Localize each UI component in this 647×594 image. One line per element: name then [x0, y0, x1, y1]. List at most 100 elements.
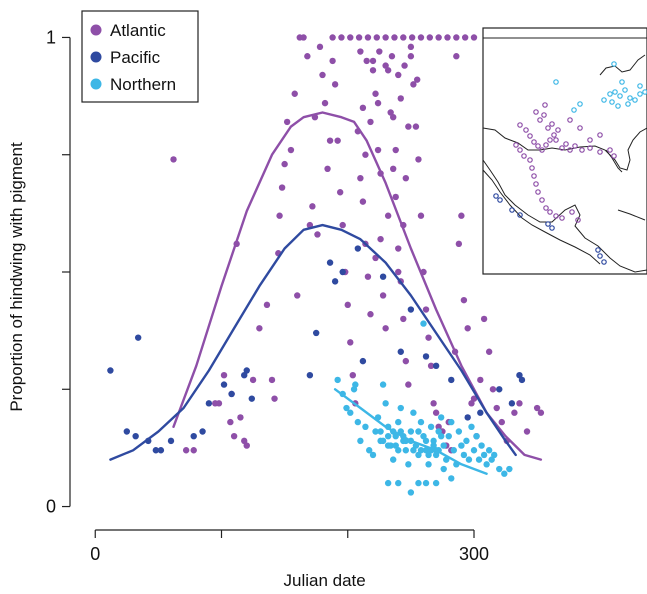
x-tick-label: 0	[90, 544, 100, 564]
point-pacific	[312, 329, 320, 337]
point-atlantic	[362, 151, 369, 158]
point-atlantic	[347, 339, 354, 346]
point-atlantic	[382, 34, 389, 41]
point-atlantic	[458, 212, 465, 219]
point-atlantic	[300, 34, 307, 41]
x-axis-title: Julian date	[284, 571, 366, 590]
point-northern	[437, 432, 445, 440]
point-atlantic	[377, 235, 384, 243]
inset-point-atlantic	[553, 137, 559, 143]
point-pacific	[422, 353, 430, 360]
inset-point-northern	[622, 87, 628, 93]
point-atlantic	[453, 34, 460, 41]
legend-marker-pacific	[90, 51, 102, 63]
point-atlantic	[278, 184, 286, 191]
inset-point-atlantic	[513, 142, 519, 148]
point-northern	[384, 432, 392, 440]
point-pacific	[123, 428, 131, 435]
point-northern	[410, 409, 417, 416]
inset-point-atlantic	[521, 153, 527, 159]
inset-point-pacific	[493, 193, 499, 199]
point-atlantic	[329, 34, 336, 41]
point-atlantic	[516, 400, 523, 407]
inset-point-atlantic	[535, 189, 541, 195]
point-pacific	[199, 428, 206, 435]
point-pacific	[516, 372, 523, 379]
point-atlantic	[294, 292, 301, 299]
point-atlantic	[427, 362, 435, 370]
inset-coastline-greatlakes	[599, 54, 646, 76]
point-atlantic	[400, 34, 407, 41]
legend-label-pacific: Pacific	[110, 48, 161, 67]
inset-point-northern	[609, 99, 615, 105]
inset-point-atlantic	[567, 117, 573, 123]
point-atlantic	[401, 62, 408, 69]
point-atlantic	[480, 315, 488, 323]
point-atlantic	[331, 81, 339, 88]
point-pacific	[107, 367, 114, 374]
x-tick-label: 300	[459, 544, 489, 564]
inset-point-atlantic	[535, 143, 541, 149]
point-northern	[390, 456, 397, 463]
point-atlantic	[316, 43, 324, 51]
point-atlantic	[493, 404, 500, 412]
point-northern	[430, 437, 437, 445]
trend-line-pacific	[109, 223, 517, 461]
point-northern	[437, 414, 445, 421]
inset-point-atlantic	[559, 215, 565, 221]
point-northern	[392, 442, 399, 449]
point-pacific	[190, 432, 197, 440]
point-northern	[354, 418, 362, 426]
point-northern	[430, 442, 437, 449]
point-atlantic	[444, 34, 451, 41]
inset-point-atlantic	[541, 112, 547, 118]
inset-point-atlantic	[527, 133, 533, 139]
point-pacific	[152, 447, 160, 454]
inset-point-atlantic	[553, 213, 559, 219]
inset-point-pacific	[597, 253, 603, 259]
inset-point-atlantic	[572, 143, 578, 149]
inset-coastline-pacific	[482, 169, 601, 265]
point-northern	[395, 479, 402, 487]
inset-coastline-gulf	[482, 127, 647, 171]
inset-point-atlantic	[542, 102, 548, 108]
inset-coastline-mexico	[482, 159, 647, 273]
point-atlantic	[426, 34, 434, 41]
point-atlantic	[357, 48, 364, 55]
point-pacific	[407, 306, 415, 313]
point-pacific	[167, 437, 175, 445]
point-atlantic	[230, 432, 238, 440]
point-northern	[343, 404, 350, 412]
point-northern	[384, 479, 392, 487]
point-northern	[435, 428, 442, 435]
point-northern	[440, 465, 447, 473]
point-atlantic	[344, 301, 351, 309]
point-atlantic	[357, 174, 364, 182]
point-atlantic	[287, 146, 295, 154]
point-northern	[379, 437, 387, 445]
point-northern	[362, 423, 369, 430]
inset-point-atlantic	[529, 165, 535, 171]
point-northern	[470, 447, 478, 454]
point-pacific	[354, 245, 362, 252]
point-atlantic	[281, 160, 288, 168]
inset-point-northern	[615, 103, 621, 109]
inset-point-northern	[571, 107, 577, 113]
inset-point-atlantic	[567, 147, 573, 153]
inset-point-atlantic	[543, 142, 549, 148]
point-atlantic	[533, 404, 541, 412]
point-northern	[379, 381, 387, 388]
point-atlantic	[283, 118, 291, 126]
point-atlantic	[372, 90, 379, 97]
point-atlantic	[405, 381, 412, 388]
point-atlantic	[435, 34, 442, 41]
point-northern	[422, 437, 430, 445]
point-atlantic	[435, 423, 442, 430]
point-northern	[440, 442, 447, 449]
inset-point-atlantic	[587, 137, 593, 143]
point-atlantic	[395, 245, 402, 252]
point-atlantic	[319, 71, 326, 79]
inset-point-northern	[627, 95, 633, 101]
inset-point-atlantic	[569, 209, 575, 215]
point-pacific	[243, 367, 250, 374]
